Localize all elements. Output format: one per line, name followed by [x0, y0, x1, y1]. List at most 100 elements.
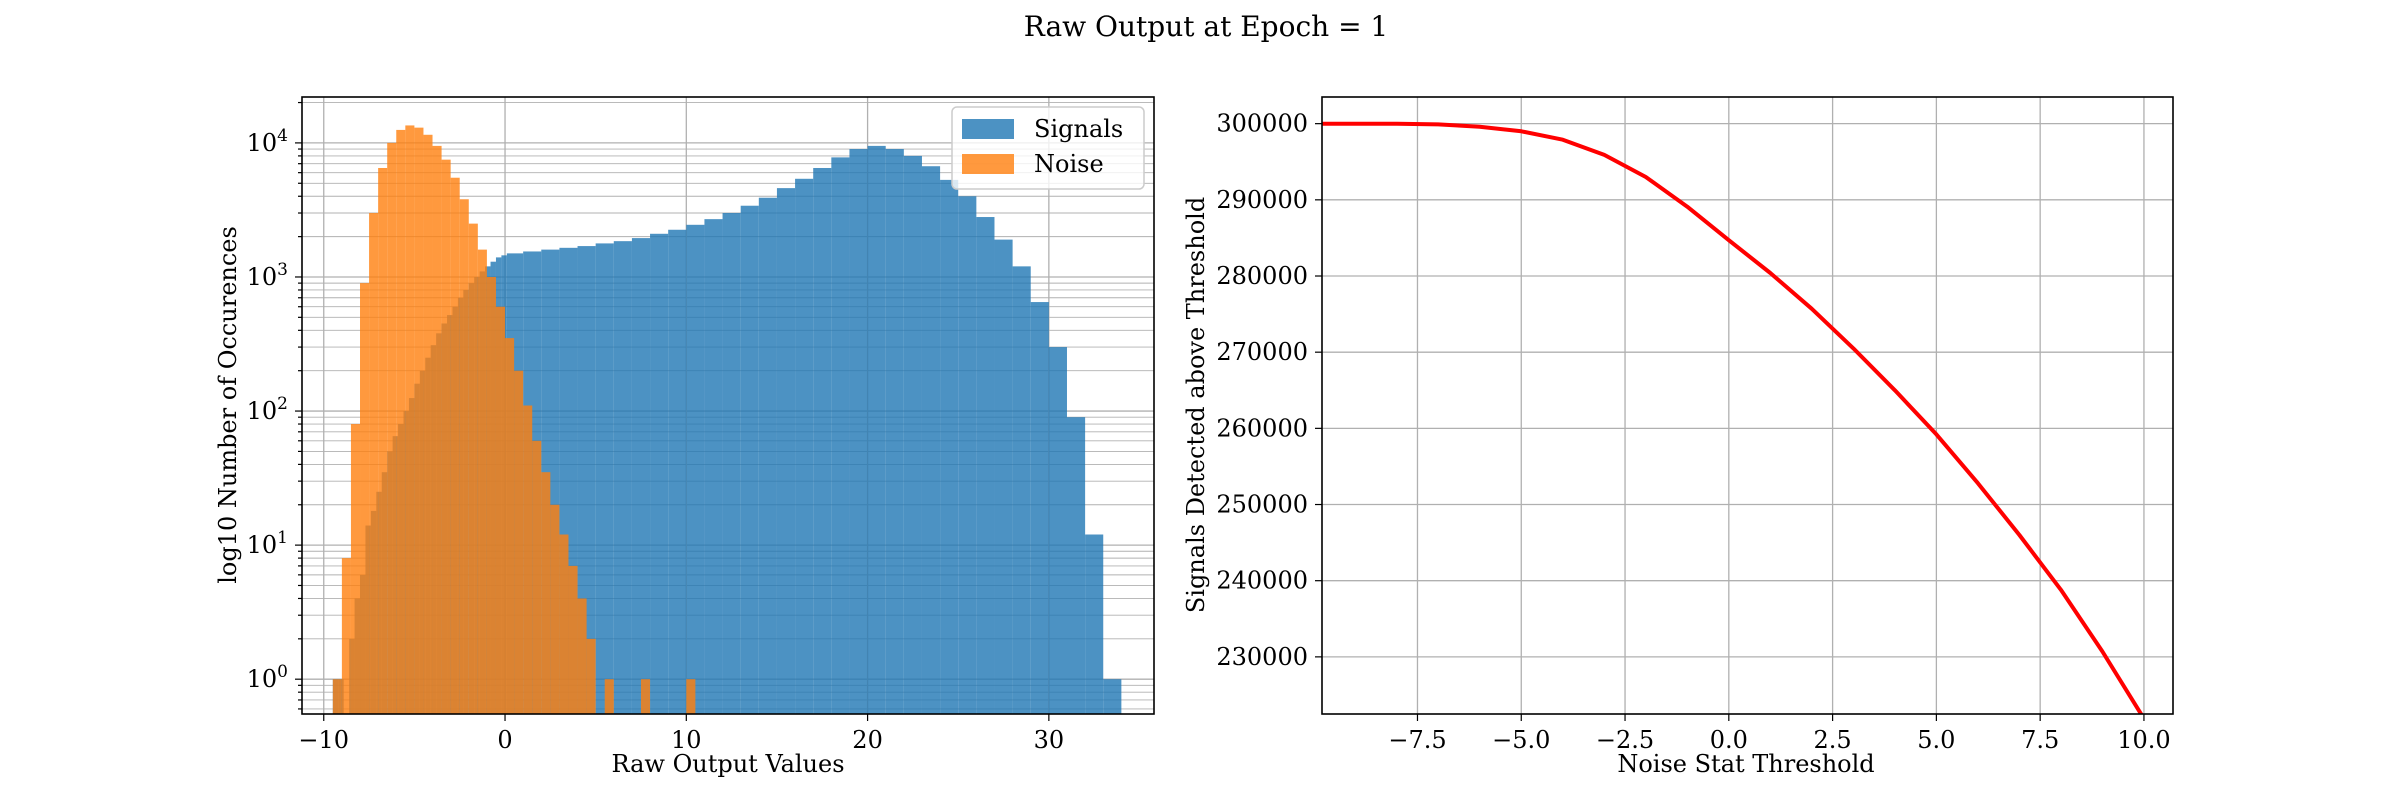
histogram-ticks: −10 0 10 20 30 100 101 102 103 104	[247, 101, 1065, 754]
noise-bar	[350, 424, 361, 714]
noise-bar	[332, 679, 342, 714]
noise-bar	[568, 565, 578, 714]
signals-bar	[1030, 302, 1049, 714]
signals-bar	[650, 233, 669, 714]
line-xtick-label: 10.0	[2117, 726, 2170, 754]
histogram-xtick-label: 30	[1034, 726, 1065, 754]
signals-bar	[704, 219, 723, 714]
line-xtick-label: 7.5	[2021, 726, 2059, 754]
line-xtick-label: −7.5	[1388, 726, 1446, 754]
noise-bar	[541, 472, 551, 714]
line-ticks: −7.5 −5.0 −2.5 0.0 2.5 5.0 7.5 10.0 230000 240000…	[1216, 110, 2170, 754]
histogram-ytick-label: 100	[247, 662, 288, 693]
line-ytick-label: 230000	[1216, 643, 1308, 671]
legend-label-signals: Signals	[1034, 115, 1123, 143]
noise-bar	[432, 145, 442, 714]
noise-bar	[477, 249, 487, 714]
signals-bar	[686, 224, 705, 714]
signals-bar	[668, 229, 687, 714]
noise-bar	[387, 142, 397, 714]
noise-bar	[577, 598, 587, 714]
histogram-ylabel: log10 Number of Occurences	[214, 226, 242, 584]
noise-bar	[341, 558, 351, 714]
line-xtick-label: −2.5	[1596, 726, 1654, 754]
line-ytick-label: 300000	[1216, 110, 1308, 138]
noise-bar	[378, 167, 388, 714]
signals-bar	[722, 213, 741, 714]
signals-bar	[994, 239, 1013, 714]
signals-bar	[921, 166, 941, 714]
signals-bar	[1085, 534, 1104, 714]
histogram-xtick-label: −10	[298, 726, 349, 754]
noise-bar	[459, 199, 469, 714]
signals-bar	[867, 145, 886, 714]
noise-bar	[550, 504, 560, 714]
signals-bar	[831, 157, 850, 714]
legend-label-noise: Noise	[1034, 150, 1104, 178]
histogram-ytick-label: 102	[247, 394, 288, 425]
noise-bar	[414, 127, 424, 714]
histogram-xtick-label: 10	[671, 726, 702, 754]
threshold-panel: −7.5 −5.0 −2.5 0.0 2.5 5.0 7.5 10.0 230000 240000…	[1182, 96, 2174, 778]
histogram-ytick-label: 104	[247, 126, 288, 157]
signals-bar	[577, 246, 596, 714]
line-ytick-label: 240000	[1216, 567, 1308, 595]
line-ytick-label: 260000	[1216, 414, 1308, 442]
signals-bar	[813, 167, 832, 714]
figure-title: Raw Output at Epoch = 1	[1024, 10, 1389, 43]
line-xtick-label: 2.5	[1814, 726, 1852, 754]
noise-bar	[369, 213, 379, 714]
noise-bar	[468, 223, 478, 714]
line-xtick-label: 5.0	[1917, 726, 1955, 754]
legend-swatch-noise	[962, 154, 1014, 174]
noise-bar	[486, 276, 496, 714]
noise-bar	[604, 679, 614, 714]
noise-bar	[495, 306, 506, 714]
noise-bar	[559, 534, 569, 714]
noise-bar	[441, 159, 451, 714]
signals-threshold-line	[1322, 121, 2144, 714]
line-xlabel: Noise Stat Threshold	[1617, 750, 1874, 778]
signals-bar	[903, 155, 922, 714]
signals-bar	[849, 149, 868, 714]
signals-bar	[740, 205, 759, 714]
signals-bar	[885, 149, 904, 714]
histogram-ytick-label: 101	[247, 528, 288, 559]
line-series	[1322, 121, 2144, 714]
signals-bar	[613, 241, 632, 714]
line-ytick-label: 270000	[1216, 338, 1308, 366]
noise-bar	[505, 338, 515, 714]
noise-bar	[514, 370, 524, 714]
histogram-bars	[332, 125, 1122, 714]
signals-bar	[958, 196, 977, 714]
signals-bar	[1048, 347, 1067, 714]
histogram-legend: Signals Noise	[951, 106, 1145, 190]
signals-bar	[758, 197, 777, 714]
noise-bar	[686, 679, 696, 714]
histogram-xtick-label: 20	[852, 726, 883, 754]
noise-bar	[396, 129, 406, 714]
noise-bar	[532, 440, 542, 714]
line-frame	[1321, 96, 2174, 715]
noise-bar	[360, 283, 370, 714]
histogram-ytick-label: 103	[247, 260, 288, 291]
noise-bar	[405, 125, 415, 714]
signals-bar	[595, 243, 614, 714]
noise-bar	[523, 405, 533, 714]
line-ytick-label: 250000	[1216, 491, 1308, 519]
line-xtick-label: 0.0	[1710, 726, 1748, 754]
histogram-xtick-label: 0	[497, 726, 512, 754]
signals-bar	[1103, 679, 1122, 714]
noise-bar	[640, 679, 651, 714]
legend-swatch-signals	[962, 119, 1014, 139]
signals-bar	[976, 217, 995, 714]
histogram-xlabel: Raw Output Values	[611, 750, 844, 778]
noise-bar	[450, 177, 460, 714]
signals-bar	[940, 179, 959, 714]
line-ytick-label: 280000	[1216, 262, 1308, 290]
signals-bar	[1012, 266, 1031, 714]
signals-bar	[795, 178, 814, 714]
line-ylabel: Signals Detected above Threshold	[1182, 197, 1210, 613]
signals-bar	[776, 188, 796, 714]
